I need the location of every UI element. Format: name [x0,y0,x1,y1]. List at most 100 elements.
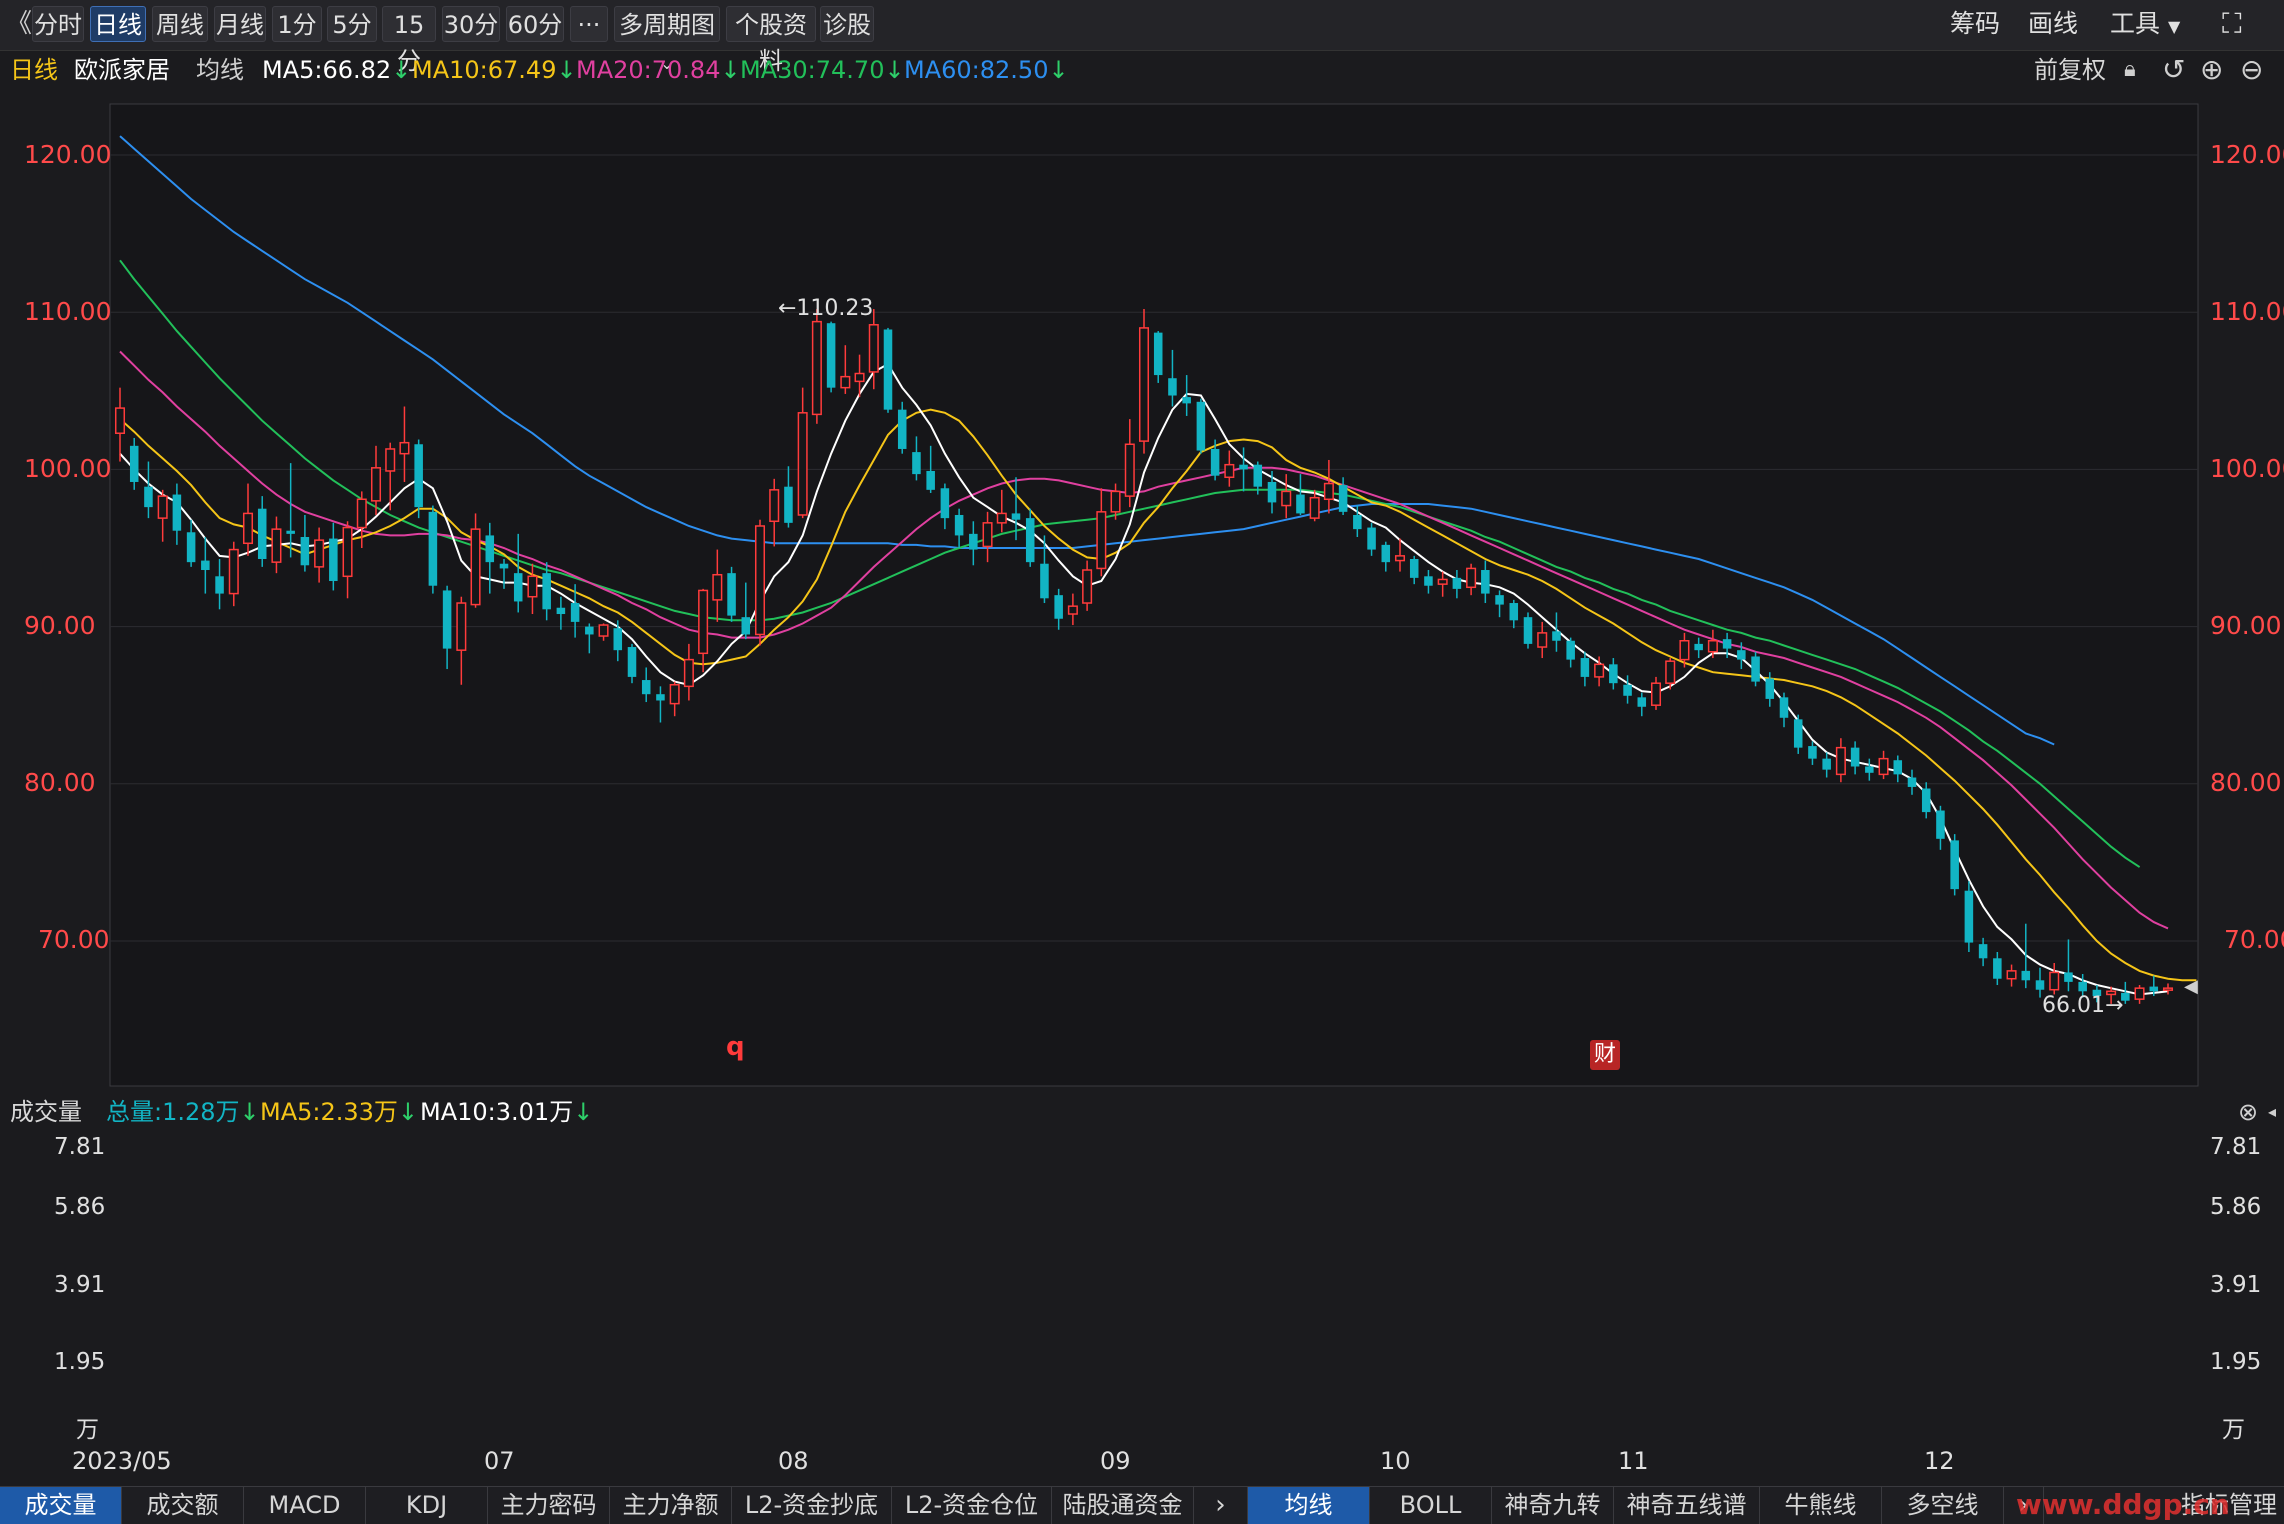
candle-body-up [2049,971,2060,991]
diagnose-button[interactable]: 诊股 [820,6,874,42]
tab-1min[interactable]: 1分 [272,6,322,42]
candle-body-down [1353,514,1362,530]
tab-bull-bear-line[interactable]: 牛熊线 [1760,1487,1882,1524]
tab-northbound-funds[interactable]: 陆股通资金 [1052,1487,1194,1524]
candle-body-down [1495,595,1504,605]
indicator-manage-button[interactable]: 指标管理 [2181,1491,2277,1519]
candle-body-down [1552,631,1561,641]
candle-body-down [1566,640,1575,660]
candle-body-down [414,444,423,508]
tab-macd[interactable]: MACD [244,1487,366,1524]
candle-body-down [542,573,551,610]
price-axis-left-label: 100.00 [24,454,112,483]
candlestick-chart[interactable] [0,90,2284,1094]
volume-axis-right-label: 3.91 [2210,1272,2262,1298]
candle-body-down [1040,563,1049,599]
candle-body-up [1707,639,1718,653]
candle-body-down [499,563,509,569]
candle-body-up [2006,970,2017,980]
candle-body-down [129,445,139,482]
candle-body-down [2149,986,2159,992]
zoom-in-icon[interactable]: ⊕ [2200,53,2224,86]
candle-body-down [1239,464,1248,470]
tools-menu[interactable]: 工具 ▼ [2110,6,2180,42]
tab-weekly[interactable]: 周线 [152,6,208,42]
multi-period-dropdown[interactable]: 多周期图 ⌄ [614,6,720,73]
fullscreen-icon[interactable]: ⛶ [2222,7,2242,40]
more-periods-button[interactable]: ··· [570,6,608,42]
candle-body-up [1323,482,1334,501]
candle-body-up [797,412,808,516]
candle-body-up [598,624,609,637]
tab-magic-nine[interactable]: 神奇九转 [1492,1487,1614,1524]
financial-report-marker[interactable]: 财 [1590,1040,1620,1070]
tab-daily[interactable]: 日线 [90,6,146,42]
tab-l2-position[interactable]: L2-资金仓位 [892,1487,1052,1524]
event-marker-q[interactable]: q [726,1032,745,1062]
ma-indicator-label[interactable]: 均线 [196,56,244,84]
candle-body-down [1793,719,1803,748]
volume-axis-right-label: 5.86 [2210,1194,2262,1220]
tab-kdj[interactable]: KDJ [366,1487,488,1524]
tab-l2-bottom-fishing[interactable]: L2-资金抄底 [732,1487,892,1524]
ma30-line [119,259,2141,868]
candle-body-up [2134,987,2145,1000]
candle-body-down [784,486,793,523]
tab-60min[interactable]: 60分 [506,6,564,42]
candle-body-down [727,573,736,616]
panel-menu-icon[interactable]: ◂ [2268,1102,2277,1121]
tab-monthly[interactable]: 月线 [214,6,266,42]
candle-body-down [969,533,978,550]
candle-body-down [1893,760,1903,775]
tab-magic-five-lines[interactable]: 神奇五线谱 [1614,1487,1760,1524]
tab-intraday[interactable]: 分时 [32,6,84,42]
volume-axis-left-label: 3.91 [54,1272,106,1298]
candle-body-down [912,452,921,475]
chevron-right-icon[interactable]: › [1194,1487,1248,1524]
candle-body-down [741,617,751,635]
tab-main-force-code[interactable]: 主力密码 [488,1487,610,1524]
ma10-value: MA10:67.49↓ [412,56,577,84]
collapse-back-icon[interactable]: 《 [6,9,33,39]
volume-axis-left-label: 5.86 [54,1194,106,1220]
tab-long-short-line[interactable]: 多空线 [1882,1487,2004,1524]
lock-icon[interactable]: 🔒︎ [2124,57,2136,82]
candle-body-down [2064,972,2073,982]
chart-plot-area [109,103,2199,1087]
tab-30min[interactable]: 30分 [442,6,500,42]
reset-icon[interactable]: ↺ [2162,53,2186,86]
tab-turnover[interactable]: 成交额 [122,1487,244,1524]
tools-label: 工具 [2110,9,2161,38]
candle-body-down [485,535,495,563]
candle-body-down [1737,650,1746,660]
candle-body-down [1011,513,1021,520]
draw-line-button[interactable]: 画线 [2028,9,2079,38]
ma20-value: MA20:70.84↓ [576,56,741,84]
candle-body-down [1779,697,1789,718]
tab-main-force-net[interactable]: 主力净额 [610,1487,732,1524]
tab-volume[interactable]: 成交量 [0,1487,122,1524]
x-axis-label: 10 [1380,1447,1411,1475]
stock-info-button[interactable]: 个股资料 [726,6,816,75]
chip-button[interactable]: 筹码 [1950,9,2001,38]
period-label: 日线 [10,56,58,84]
candle-body-up [669,684,680,705]
price-adjust-toggle[interactable]: 前复权 [2034,56,2106,84]
close-panel-icon[interactable]: ⊗ [2238,1098,2259,1126]
candle-body-down [215,576,224,594]
candle-body-up [1309,496,1320,519]
x-axis-label: 12 [1924,1447,1955,1475]
candle-body-up [1138,327,1150,442]
tab-ma-lines[interactable]: 均线 [1248,1487,1370,1524]
candle-body-down [1523,617,1533,644]
tab-5min[interactable]: 5分 [327,6,377,42]
ma20-line [119,350,2169,930]
tab-boll[interactable]: BOLL [1370,1487,1492,1524]
zoom-out-icon[interactable]: ⊖ [2240,53,2264,86]
candle-body-up [1096,511,1107,570]
candle-body-down [513,573,523,602]
price-axis-left-label: 70.00 [38,925,110,954]
tab-15min[interactable]: 15分 [382,6,436,75]
chevron-right-icon[interactable]: › [2004,1487,2044,1524]
volume-title[interactable]: 成交量 [10,1098,82,1126]
